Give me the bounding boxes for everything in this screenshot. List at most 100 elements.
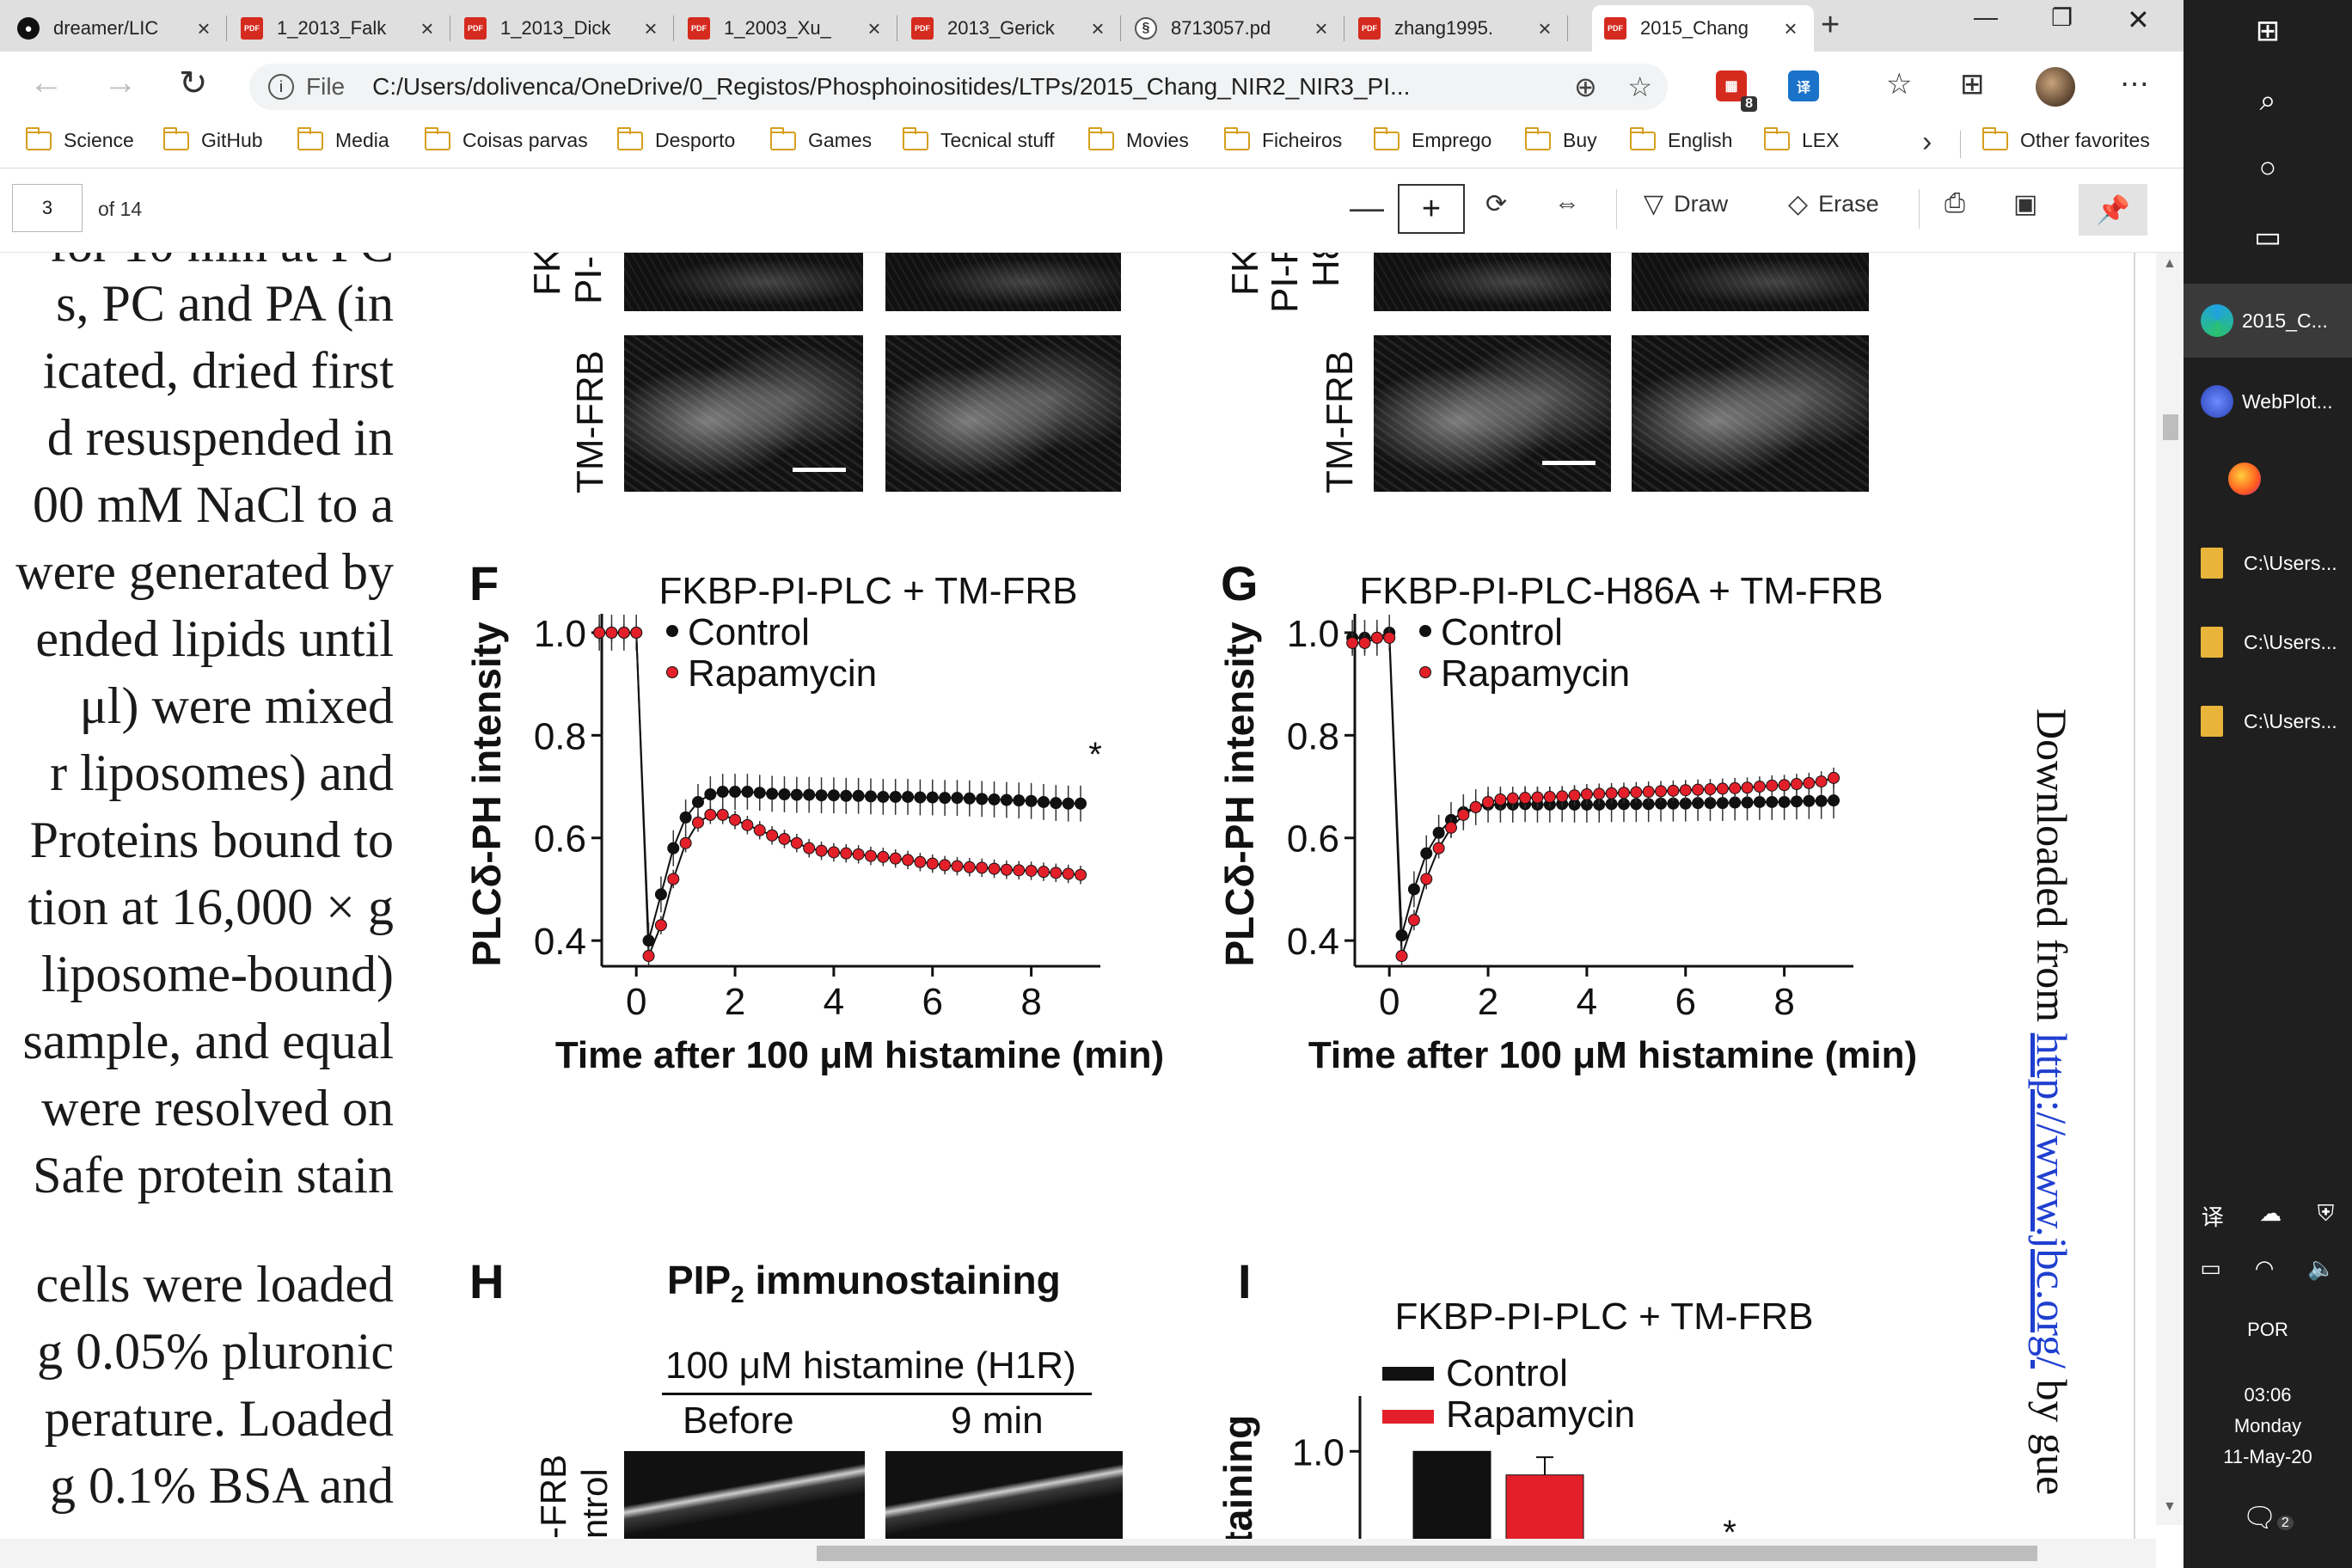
close-window-button[interactable]: ✕ — [2127, 4, 2150, 35]
taskbar-app-explorer-1[interactable]: C:\Users... — [2184, 526, 2352, 600]
security-shield-icon[interactable]: ⛨ — [2317, 1200, 2335, 1226]
close-icon[interactable]: × — [867, 15, 881, 41]
data-point-rapamycin — [1457, 808, 1470, 821]
clock-time[interactable]: 03:06 — [2244, 1384, 2292, 1406]
rotate-icon[interactable]: ⟳ — [1485, 190, 1508, 218]
data-point-rapamycin — [1000, 863, 1013, 876]
forward-button[interactable]: → — [103, 64, 138, 101]
input-language[interactable]: POR — [2247, 1319, 2288, 1340]
zoom-in-button[interactable]: + — [1398, 184, 1465, 234]
data-point-rapamycin — [803, 842, 816, 854]
page-edge — [2134, 253, 2135, 1542]
tab-0[interactable]: ● dreamer/LIC × — [5, 5, 227, 52]
url-text[interactable]: C:/Users/dolivenca/OneDrive/0_Registos/P… — [372, 73, 1411, 100]
taskbar-app-edge[interactable]: 2015_C... — [2184, 284, 2352, 358]
tab-title: 8713057.pd — [1171, 17, 1271, 39]
fit-page-icon[interactable]: ⇔ — [1554, 189, 1580, 217]
vertical-scrollbar[interactable]: ▲ ▼ — [2156, 253, 2184, 1525]
tab-6[interactable]: PDF zhang1995. × — [1346, 5, 1568, 52]
favorite-science[interactable]: Science — [26, 126, 134, 152]
jbc-link[interactable]: http://www.jbc.org/ — [2028, 1032, 2076, 1369]
close-icon[interactable]: × — [1314, 15, 1328, 41]
tab-7-active[interactable]: PDF 2015_Chang × — [1592, 5, 1814, 52]
favorite-tecnical-stuff[interactable]: Tecnical stuff — [903, 126, 1055, 152]
tab-4[interactable]: PDF 2013_Gerick × — [899, 5, 1121, 52]
condition-underline — [662, 1393, 1092, 1395]
data-point-control — [1828, 794, 1841, 807]
task-view-icon[interactable]: ▭ — [2253, 221, 2282, 254]
horizontal-scrollbar[interactable] — [0, 1539, 2156, 1568]
taskbar-app-firefox[interactable] — [2184, 442, 2352, 516]
favorite-github[interactable]: GitHub — [163, 126, 263, 152]
favorites-icon[interactable]: ☆ — [1886, 68, 1913, 101]
taskbar-app-webplot[interactable]: WebPlot... — [2184, 364, 2352, 438]
favorite-ficheiros[interactable]: Ficheiros — [1224, 126, 1342, 152]
zoom-out-button[interactable]: — — [1350, 189, 1384, 227]
battery-icon[interactable]: ▭ — [2200, 1255, 2221, 1281]
print-icon[interactable]: ⎙ — [1945, 189, 1965, 217]
x-tick-label: 8 — [1773, 981, 1794, 1023]
back-button[interactable]: ← — [29, 64, 64, 101]
favorite-movies[interactable]: Movies — [1088, 126, 1189, 152]
data-point-rapamycin — [902, 854, 915, 867]
scrollbar-thumb[interactable] — [817, 1546, 2037, 1561]
erase-button[interactable]: ◇ Erase — [1788, 190, 1879, 218]
favorite-english[interactable]: English — [1630, 126, 1732, 152]
tab-2[interactable]: PDF 1_2013_Dick × — [452, 5, 674, 52]
extension-mail-icon[interactable]: ▦ 8 — [1716, 70, 1757, 112]
translate-tray-icon[interactable]: 译 — [2201, 1204, 2224, 1230]
favorite-media[interactable]: Media — [297, 126, 389, 152]
data-point-rapamycin — [1605, 787, 1618, 799]
address-bar[interactable]: i File C:/Users/dolivenca/OneDrive/0_Reg… — [249, 64, 1668, 110]
scroll-down-icon[interactable]: ▼ — [2163, 1499, 2177, 1514]
scroll-up-icon[interactable]: ▲ — [2163, 256, 2177, 271]
refresh-button[interactable]: ↻ — [179, 64, 208, 102]
windows-start-icon[interactable]: ⊞ — [2255, 15, 2281, 47]
onedrive-icon[interactable]: ☁ — [2259, 1200, 2282, 1226]
data-point-rapamycin — [1593, 787, 1606, 800]
data-point-rapamycin — [1556, 790, 1569, 803]
close-icon[interactable]: × — [1784, 15, 1798, 41]
close-icon[interactable]: × — [1091, 15, 1105, 41]
tab-3[interactable]: PDF 1_2003_Xu_ × — [676, 5, 897, 52]
favorite-buy[interactable]: Buy — [1525, 126, 1597, 152]
taskbar-app-explorer-3[interactable]: C:\Users... — [2184, 684, 2352, 758]
taskbar-app-explorer-2[interactable]: C:\Users... — [2184, 605, 2352, 679]
favorite-lex[interactable]: LEX — [1764, 126, 1839, 152]
save-icon[interactable]: ▣ — [2013, 190, 2038, 218]
data-point-rapamycin — [1531, 791, 1544, 804]
favorite-emprego[interactable]: Emprego — [1374, 126, 1491, 152]
notification-center-icon[interactable]: 🗨 2 — [2184, 1501, 2352, 1534]
close-icon[interactable]: × — [197, 15, 211, 41]
more-menu-icon[interactable]: ⋯ — [2120, 68, 2149, 101]
close-icon[interactable]: × — [1538, 15, 1552, 41]
favorite-star-icon[interactable]: ☆ — [1627, 71, 1652, 102]
tab-5[interactable]: § 8713057.pd × — [1123, 5, 1344, 52]
chevron-right-icon[interactable]: › — [1922, 126, 1932, 158]
new-tab-button[interactable]: + — [1821, 7, 1841, 43]
collections-icon[interactable]: ⊞ — [1960, 68, 1985, 101]
y-tick-label: 0.4 — [1287, 921, 1339, 963]
other-favorites[interactable]: Other favorites — [1982, 126, 2150, 152]
pin-toolbar-icon[interactable]: 📌 — [2079, 184, 2147, 236]
extension-translate-icon[interactable]: 译 — [1788, 70, 1819, 101]
page-number-input[interactable]: 3 — [12, 184, 83, 232]
draw-button[interactable]: ▽ Draw — [1644, 190, 1729, 218]
favorite-coisas-parvas[interactable]: Coisas parvas — [425, 126, 588, 152]
tab-1[interactable]: PDF 1_2013_Falk × — [229, 5, 450, 52]
minimize-button[interactable]: — — [1974, 3, 1998, 30]
cortana-icon[interactable]: ○ — [2258, 151, 2277, 184]
close-icon[interactable]: × — [420, 15, 434, 41]
info-icon[interactable]: i — [268, 74, 294, 100]
favorite-desporto[interactable]: Desporto — [617, 126, 735, 152]
scrollbar-thumb[interactable] — [2163, 414, 2178, 440]
search-icon[interactable]: ⌕ — [2259, 84, 2276, 117]
pdf-viewer[interactable]: for 10 min at PC s, PC and PA (in icated… — [0, 253, 2184, 1568]
volume-icon[interactable]: 🔈 — [2307, 1255, 2336, 1281]
restore-button[interactable]: ❐ — [2051, 4, 2073, 31]
favorite-games[interactable]: Games — [770, 126, 872, 152]
zoom-icon[interactable]: ⊕ — [1573, 71, 1597, 102]
wifi-icon[interactable]: ◠ — [2254, 1255, 2275, 1281]
profile-avatar[interactable] — [2036, 67, 2075, 107]
close-icon[interactable]: × — [644, 15, 658, 41]
